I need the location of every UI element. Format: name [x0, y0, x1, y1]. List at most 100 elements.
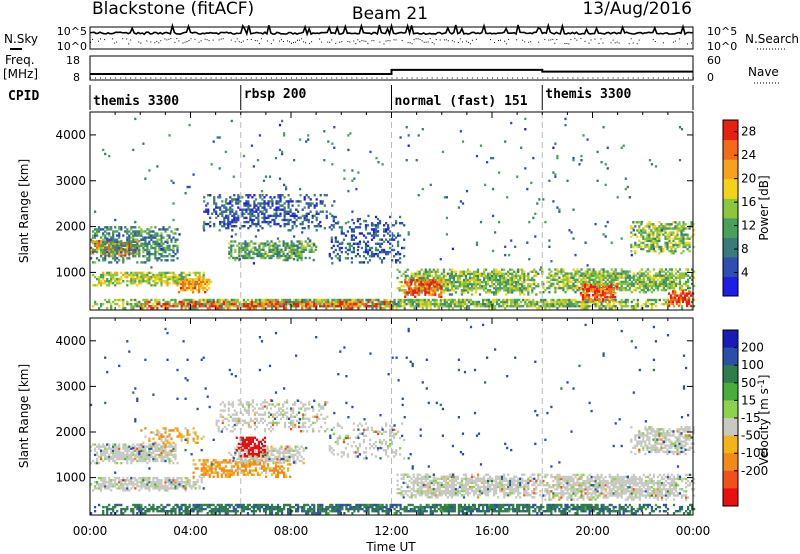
- range-gate-cell: [274, 216, 278, 220]
- range-gate-cell: [106, 277, 109, 281]
- nave-point: [280, 77, 282, 79]
- range-gate-cell: [477, 302, 481, 306]
- range-gate-cell: [602, 268, 605, 271]
- range-gate-cell: [317, 302, 320, 306]
- range-gate-cell: [110, 302, 113, 306]
- range-gate-cell: [243, 216, 246, 220]
- range-gate-cell: [676, 237, 679, 240]
- range-gate-cell: [234, 248, 237, 251]
- range-gate-cell: [444, 285, 447, 288]
- range-gate-cell: [249, 214, 252, 218]
- range-gate-cell: [466, 289, 470, 292]
- range-gate-cell: [671, 292, 675, 295]
- range-gate-cell: [142, 298, 145, 302]
- range-gate-cell: [684, 294, 687, 297]
- range-gate-cell: [379, 300, 382, 304]
- range-gate-cell: [286, 258, 289, 262]
- range-gate-cell: [138, 230, 141, 233]
- range-gate-cell: [327, 300, 330, 304]
- range-gate-cell: [132, 275, 135, 279]
- nsearch-point: [393, 39, 395, 41]
- range-gate-cell: [225, 202, 228, 205]
- range-gate-cell: [594, 280, 597, 284]
- range-gate-cell: [467, 305, 471, 308]
- range-gate-cell: [654, 229, 657, 232]
- range-gate-cell: [152, 246, 155, 250]
- range-gate-cell: [648, 235, 651, 238]
- range-gate-cell: [246, 256, 249, 260]
- range-gate-cell: [102, 246, 105, 249]
- range-gate-cell: [180, 273, 183, 277]
- range-gate-cell: [229, 222, 232, 226]
- range-gate-cell: [646, 239, 649, 242]
- range-gate-cell: [223, 220, 226, 224]
- range-gate-cell: [148, 259, 151, 262]
- range-gate-cell: [358, 255, 361, 258]
- range-gate-cell: [445, 300, 448, 304]
- range-gate-cell: [620, 276, 623, 279]
- range-gate-cell: [106, 284, 109, 287]
- range-gate-cell: [450, 274, 453, 278]
- range-gate-cell: [144, 240, 147, 243]
- range-gate-cell: [254, 235, 257, 238]
- range-gate-cell: [552, 302, 555, 306]
- range-gate-cell: [106, 246, 109, 250]
- range-gate-cell: [446, 285, 449, 288]
- noise-tick-right-bottom: 10^0: [707, 40, 737, 53]
- range-gate-cell: [120, 252, 123, 255]
- range-gate-cell: [114, 244, 117, 248]
- range-gate-cell: [405, 298, 408, 302]
- range-gate-cell: [276, 248, 279, 251]
- nsearch-point: [341, 41, 343, 43]
- range-gate-cell: [352, 234, 355, 237]
- range-gate-cell: [293, 212, 296, 215]
- range-gate-cell: [202, 275, 205, 279]
- range-gate-cell: [638, 243, 641, 247]
- range-gate-cell: [432, 291, 435, 294]
- range-gate-cell: [144, 244, 147, 248]
- range-gate-cell: [678, 276, 682, 279]
- range-gate-cell: [176, 282, 179, 285]
- range-gate-cell: [140, 230, 143, 233]
- range-gate-cell: [690, 223, 693, 226]
- range-gate-cell: [120, 228, 123, 231]
- range-gate-cell: [387, 250, 390, 254]
- range-gate-cell: [194, 280, 197, 283]
- range-gate-cell: [499, 272, 502, 275]
- range-gate-cell: [287, 210, 290, 213]
- range-gate-cell: [136, 273, 139, 277]
- nave-point: [341, 77, 343, 79]
- range-gate-cell: [359, 298, 362, 302]
- range-gate-cell: [414, 287, 417, 290]
- range-gate-cell: [483, 289, 486, 292]
- range-gate-cell: [421, 305, 424, 308]
- range-gate-cell: [674, 284, 678, 288]
- range-gate-cell: [261, 210, 264, 213]
- range-gate-cell: [190, 302, 193, 306]
- range-gate-cell: [572, 305, 575, 308]
- range-gate-cell: [229, 206, 232, 209]
- range-gate-cell: [554, 291, 557, 294]
- range-gate-cell: [218, 307, 221, 310]
- range-gate-cell: [166, 259, 169, 262]
- range-gate-cell: [666, 235, 669, 238]
- range-gate-cell: [311, 305, 314, 308]
- range-gate-cell: [523, 276, 526, 280]
- range-gate-cell: [630, 225, 633, 228]
- range-gate-cell: [541, 268, 544, 271]
- range-gate-cell: [297, 200, 300, 203]
- range-gate-cell: [490, 302, 493, 306]
- range-gate-cell: [277, 202, 280, 205]
- range-gate-cell: [519, 291, 522, 294]
- range-gate-cell: [305, 216, 308, 220]
- range-gate-cell: [590, 276, 593, 279]
- range-gate-cell: [497, 289, 500, 292]
- range-gate-cell: [485, 280, 488, 284]
- range-gate-cell: [682, 274, 686, 277]
- range-gate-cell: [166, 305, 169, 308]
- range-gate-cell: [427, 298, 430, 302]
- range-gate-cell: [267, 220, 270, 224]
- range-gate-cell: [309, 300, 312, 304]
- range-gate-cell: [638, 276, 641, 279]
- range-gate-cell: [229, 196, 232, 199]
